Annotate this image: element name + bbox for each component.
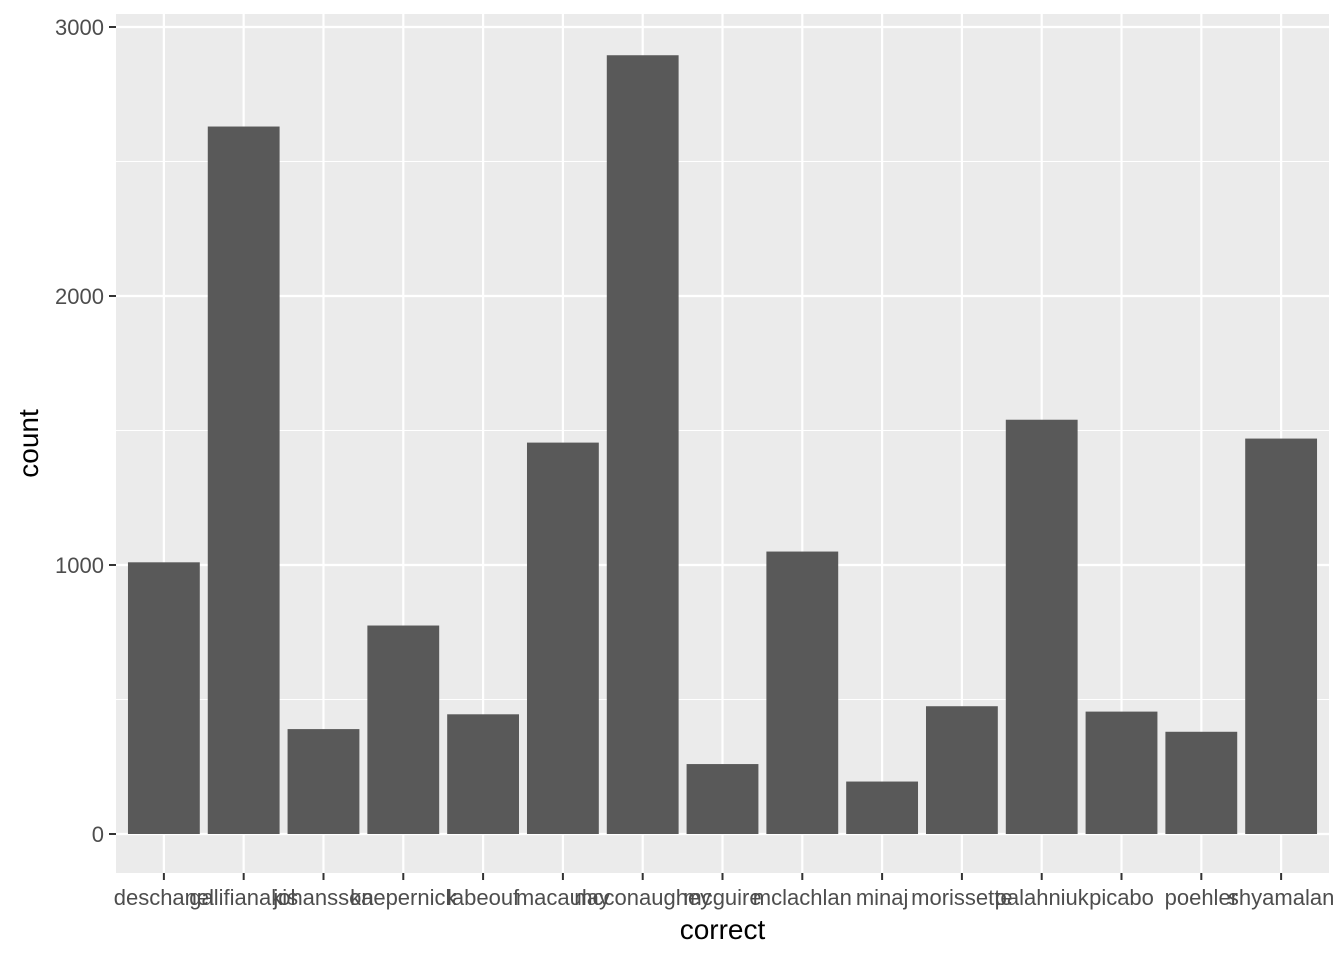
- bar-labeouf: [447, 714, 520, 834]
- x-tick-label: mclachlan: [753, 885, 852, 910]
- bar-mcconaughey: [606, 55, 679, 835]
- x-tick-label: kaepernick: [350, 885, 457, 910]
- bar-kaepernick: [367, 625, 440, 834]
- bar-mclachlan: [766, 551, 839, 834]
- x-tick-label: morissette: [911, 885, 1012, 910]
- x-tick-label: shyamalan: [1228, 885, 1334, 910]
- x-axis: deschanelgalifianakisjohanssonkaepernick…: [114, 873, 1334, 910]
- bar-johansson: [287, 729, 360, 834]
- bar-palahniuk: [1005, 419, 1078, 834]
- bar-galifianakis: [207, 126, 280, 834]
- bar-poehler: [1165, 731, 1238, 834]
- x-tick-label: picabo: [1089, 885, 1154, 910]
- x-tick-label: minaj: [856, 885, 909, 910]
- bar-picabo: [1085, 711, 1158, 834]
- x-tick-label: labeouf: [447, 885, 520, 910]
- bar-morissette: [925, 706, 998, 834]
- bar-shyamalan: [1245, 438, 1318, 834]
- bar-mcguire: [686, 764, 759, 834]
- x-tick-label: galifianakis: [189, 885, 298, 910]
- bars: [127, 55, 1318, 835]
- y-tick-label: 3000: [55, 15, 104, 40]
- y-tick-label: 2000: [55, 284, 104, 309]
- y-tick-label: 0: [92, 822, 104, 847]
- x-tick-label: johansson: [272, 885, 373, 910]
- bar-macaulay: [526, 442, 599, 834]
- x-tick-label: poehler: [1165, 885, 1238, 910]
- x-tick-label: palahniuk: [995, 885, 1090, 910]
- bar-deschanel: [127, 562, 200, 834]
- y-axis: 0 1000 2000 3000: [55, 15, 116, 847]
- x-tick-label: mcconaughey: [574, 885, 711, 910]
- bar-minaj: [846, 781, 919, 834]
- x-tick-label: mcguire: [683, 885, 761, 910]
- x-tick-label: deschanel: [114, 885, 214, 910]
- x-axis-title: correct: [680, 914, 766, 945]
- y-axis-title: count: [13, 409, 44, 478]
- y-tick-label: 1000: [55, 553, 104, 578]
- x-tick-label: macaulay: [516, 885, 610, 910]
